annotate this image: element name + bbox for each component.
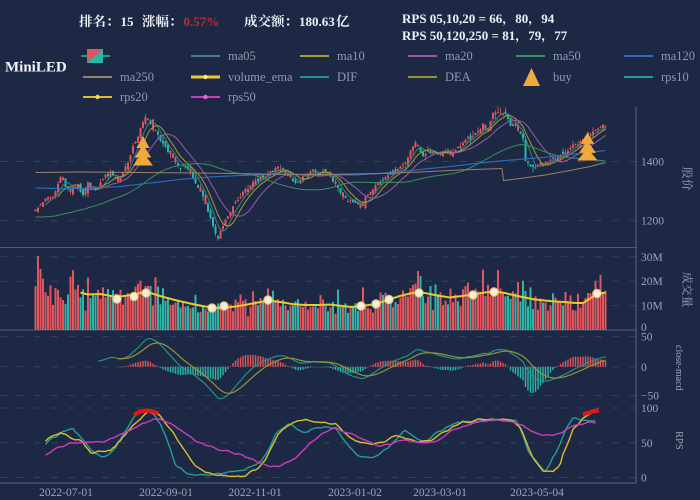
- svg-text:10M: 10M: [641, 301, 663, 313]
- svg-text:77: 77: [554, 28, 568, 43]
- svg-text:rps10: rps10: [661, 70, 689, 84]
- svg-text:rps20: rps20: [120, 90, 148, 104]
- svg-text:100: 100: [641, 403, 659, 415]
- svg-text:2023-05-04: 2023-05-04: [510, 487, 564, 499]
- svg-text:volume_ema: volume_ema: [228, 70, 293, 84]
- svg-text:DIF: DIF: [337, 70, 357, 84]
- svg-text:close-macd: close-macd: [673, 345, 684, 391]
- svg-text:0: 0: [641, 473, 647, 485]
- svg-text:180.63: 180.63: [299, 14, 335, 29]
- svg-text:20M: 20M: [641, 276, 663, 288]
- svg-text:ma50: ma50: [553, 49, 581, 63]
- svg-text:DEA: DEA: [445, 70, 471, 84]
- svg-text:0.57%: 0.57%: [184, 14, 220, 29]
- svg-text:rps50: rps50: [228, 90, 256, 104]
- svg-text:ma250: ma250: [120, 70, 154, 84]
- svg-text:ma10: ma10: [337, 49, 365, 63]
- svg-text:1200: 1200: [641, 216, 664, 228]
- svg-text:94: 94: [541, 11, 555, 26]
- svg-text:2022-07-01: 2022-07-01: [39, 487, 93, 499]
- svg-text:50: 50: [641, 438, 653, 450]
- svg-text:2022-09-01: 2022-09-01: [139, 487, 193, 499]
- svg-text:ma20: ma20: [445, 49, 473, 63]
- svg-text:0: 0: [641, 322, 647, 334]
- svg-text:80: 80: [515, 11, 528, 26]
- svg-text:RPS 50,120,250 = 81: RPS 50,120,250 = 81: [402, 28, 515, 43]
- svg-text:30M: 30M: [641, 252, 663, 264]
- svg-text:buy: buy: [553, 70, 573, 84]
- svg-text:2023-03-01: 2023-03-01: [413, 487, 467, 499]
- svg-text:2023-01-02: 2023-01-02: [328, 487, 382, 499]
- svg-text:15: 15: [121, 14, 135, 29]
- svg-text:ma120: ma120: [661, 49, 695, 63]
- svg-text:ma05: ma05: [228, 49, 256, 63]
- svg-text:MiniLED: MiniLED: [5, 60, 67, 76]
- svg-text:RPS: RPS: [673, 431, 684, 450]
- svg-text:50: 50: [641, 332, 653, 344]
- svg-text:2022-11-01: 2022-11-01: [228, 487, 281, 499]
- svg-text:RPS 05,10,20 = 66: RPS 05,10,20 = 66: [402, 11, 503, 26]
- svg-text:0: 0: [641, 362, 647, 374]
- svg-text:79: 79: [528, 28, 542, 43]
- svg-text:1400: 1400: [641, 157, 664, 169]
- svg-text:−50: −50: [641, 391, 659, 403]
